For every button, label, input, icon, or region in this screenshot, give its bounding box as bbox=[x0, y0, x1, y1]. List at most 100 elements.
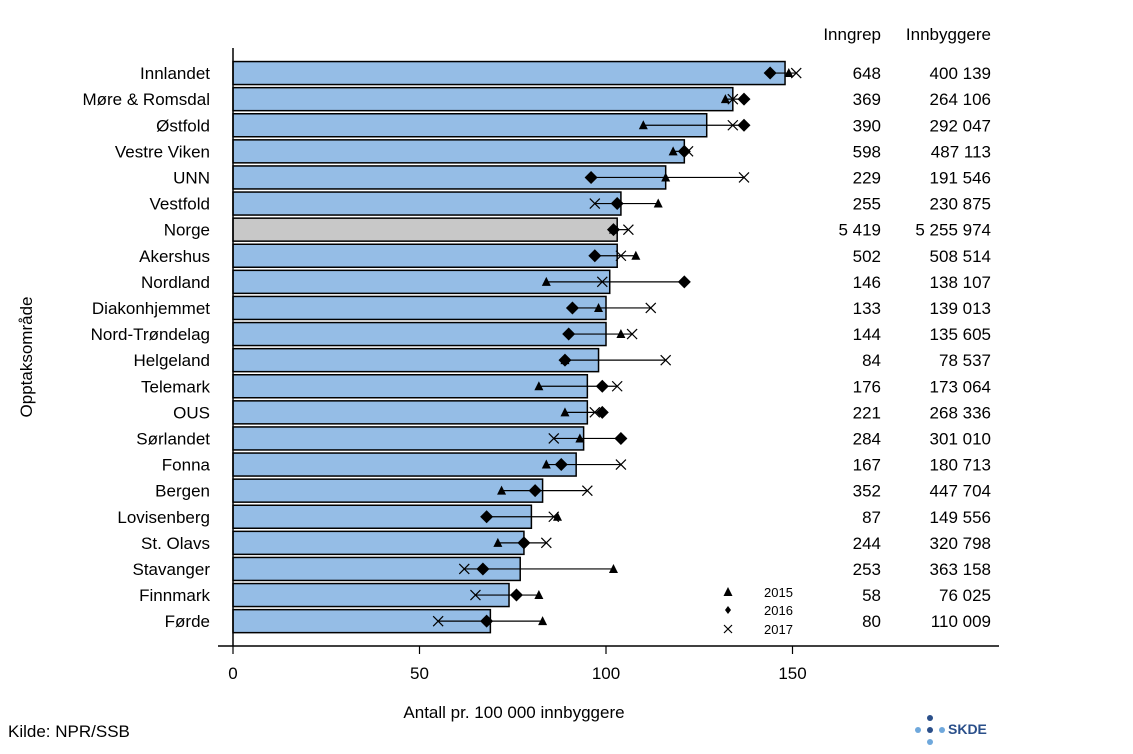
marker-2016-12 bbox=[595, 379, 609, 393]
category-label-1: Møre & Romsdal bbox=[82, 90, 210, 109]
bar-9 bbox=[232, 295, 607, 321]
innbyggere-value-4: 191 546 bbox=[930, 168, 991, 187]
inngrep-value-16: 352 bbox=[853, 482, 881, 501]
marker-2015-13 bbox=[560, 407, 570, 417]
marker-2016-6 bbox=[606, 223, 620, 237]
inngrep-value-8: 146 bbox=[853, 273, 881, 292]
marker-2015-2 bbox=[638, 120, 648, 130]
legend: 2015 2016 2017 bbox=[723, 585, 793, 637]
marker-2016-21 bbox=[480, 614, 494, 628]
marker-2017-20 bbox=[470, 589, 481, 601]
x-tick-label-0: 0 bbox=[228, 664, 237, 683]
innbyggere-value-19: 363 158 bbox=[930, 560, 991, 579]
marker-2017-21 bbox=[432, 615, 444, 627]
bar-5 bbox=[232, 191, 622, 216]
marker-2015-7 bbox=[631, 250, 641, 260]
header-inngrep: Inngrep bbox=[823, 25, 881, 44]
category-label-2: Østfold bbox=[156, 116, 210, 135]
marker-2017-19 bbox=[458, 563, 470, 575]
innbyggere-value-13: 268 336 bbox=[930, 403, 991, 422]
inngrep-value-21: 80 bbox=[862, 612, 881, 631]
innbyggere-value-18: 320 798 bbox=[930, 534, 991, 553]
marker-2015-14 bbox=[575, 433, 585, 443]
inngrep-value-13: 221 bbox=[853, 403, 881, 422]
marker-2017-0 bbox=[790, 67, 802, 79]
marker-2016-20 bbox=[509, 588, 523, 602]
innbyggere-value-6: 5 255 974 bbox=[915, 221, 991, 240]
inngrep-value-1: 369 bbox=[853, 90, 881, 109]
marker-2016-1 bbox=[737, 92, 751, 106]
bar-0 bbox=[232, 60, 786, 86]
marker-2016-2 bbox=[737, 118, 751, 132]
category-label-5: Vestfold bbox=[150, 195, 211, 214]
category-label-7: Akershus bbox=[139, 247, 210, 266]
innbyggere-value-10: 135 605 bbox=[930, 325, 991, 344]
marker-2015-8 bbox=[541, 276, 551, 286]
marker-2017-16 bbox=[581, 485, 593, 497]
marker-2017-13 bbox=[589, 406, 601, 418]
marker-2015-19 bbox=[608, 563, 618, 573]
marker-2016-8 bbox=[677, 275, 691, 289]
inngrep-value-11: 84 bbox=[862, 351, 881, 370]
marker-2017-1 bbox=[727, 93, 739, 105]
category-label-8: Nordland bbox=[141, 273, 210, 292]
marker-2016-18 bbox=[517, 536, 531, 550]
category-label-12: Telemark bbox=[141, 377, 210, 396]
header-innbyggere: Innbyggere bbox=[906, 25, 991, 44]
marker-2017-3 bbox=[682, 145, 694, 157]
marker-2016-5 bbox=[610, 197, 624, 211]
axes-group: 0 50 100 150 Antall pr. 100 000 innbyggere Op… bbox=[17, 48, 999, 722]
inngrep-value-12: 176 bbox=[853, 377, 881, 396]
marker-2016-3 bbox=[677, 144, 691, 158]
marker-2015-15 bbox=[541, 459, 551, 469]
marker-2015-10 bbox=[616, 329, 626, 339]
bar-2 bbox=[232, 113, 708, 138]
inngrep-value-9: 133 bbox=[853, 299, 881, 318]
legend-symbol-diamond bbox=[725, 606, 731, 614]
y-axis-title: Opptaksområde bbox=[17, 297, 36, 418]
category-label-18: St. Olavs bbox=[141, 534, 210, 553]
category-label-15: Fonna bbox=[162, 456, 211, 475]
inngrep-value-3: 598 bbox=[853, 142, 881, 161]
marker-2017-11 bbox=[660, 354, 672, 366]
legend-symbol-cross bbox=[723, 624, 733, 634]
bar-1 bbox=[232, 86, 734, 112]
marker-2015-21 bbox=[538, 616, 548, 626]
marker-2017-12 bbox=[611, 380, 623, 392]
innbyggere-value-16: 447 704 bbox=[930, 482, 991, 501]
marker-2016-17 bbox=[480, 510, 494, 524]
category-label-9: Diakonhjemmet bbox=[92, 299, 210, 318]
bar-3 bbox=[232, 139, 686, 164]
bar-12 bbox=[232, 374, 589, 399]
marker-2016-11 bbox=[558, 353, 572, 367]
x-tick-label-1: 50 bbox=[410, 664, 429, 683]
innbyggere-value-20: 76 025 bbox=[939, 586, 991, 605]
labels-group: Innlandet 648 400 139 Møre & Romsdal 369 264 … bbox=[82, 25, 991, 631]
inngrep-value-19: 253 bbox=[853, 560, 881, 579]
marker-2017-6 bbox=[622, 224, 634, 236]
legend-label-2015: 2015 bbox=[764, 585, 793, 600]
logo-text: SKDE bbox=[948, 721, 987, 737]
marker-2017-7 bbox=[615, 250, 627, 262]
marker-2017-2 bbox=[727, 119, 739, 131]
inngrep-value-6: 5 419 bbox=[838, 221, 881, 240]
innbyggere-value-21: 110 009 bbox=[931, 612, 991, 631]
category-label-6: Norge bbox=[164, 221, 210, 240]
inngrep-value-7: 502 bbox=[853, 247, 881, 266]
marker-2015-5 bbox=[653, 198, 663, 208]
x-tick-label-2: 100 bbox=[592, 664, 620, 683]
legend-label-2016: 2016 bbox=[764, 603, 793, 618]
innbyggere-value-0: 400 139 bbox=[930, 64, 991, 83]
marker-2017-9 bbox=[645, 302, 657, 314]
category-label-20: Finnmark bbox=[139, 586, 210, 605]
bar-16 bbox=[232, 478, 544, 503]
marker-2015-3 bbox=[668, 146, 678, 156]
innbyggere-value-7: 508 514 bbox=[930, 247, 991, 266]
marker-2016-16 bbox=[528, 484, 542, 498]
inngrep-value-20: 58 bbox=[862, 586, 881, 605]
bar-20 bbox=[232, 582, 510, 608]
marker-2015-9 bbox=[594, 302, 604, 312]
marker-2017-8 bbox=[596, 276, 608, 288]
category-label-14: Sørlandet bbox=[136, 429, 210, 448]
